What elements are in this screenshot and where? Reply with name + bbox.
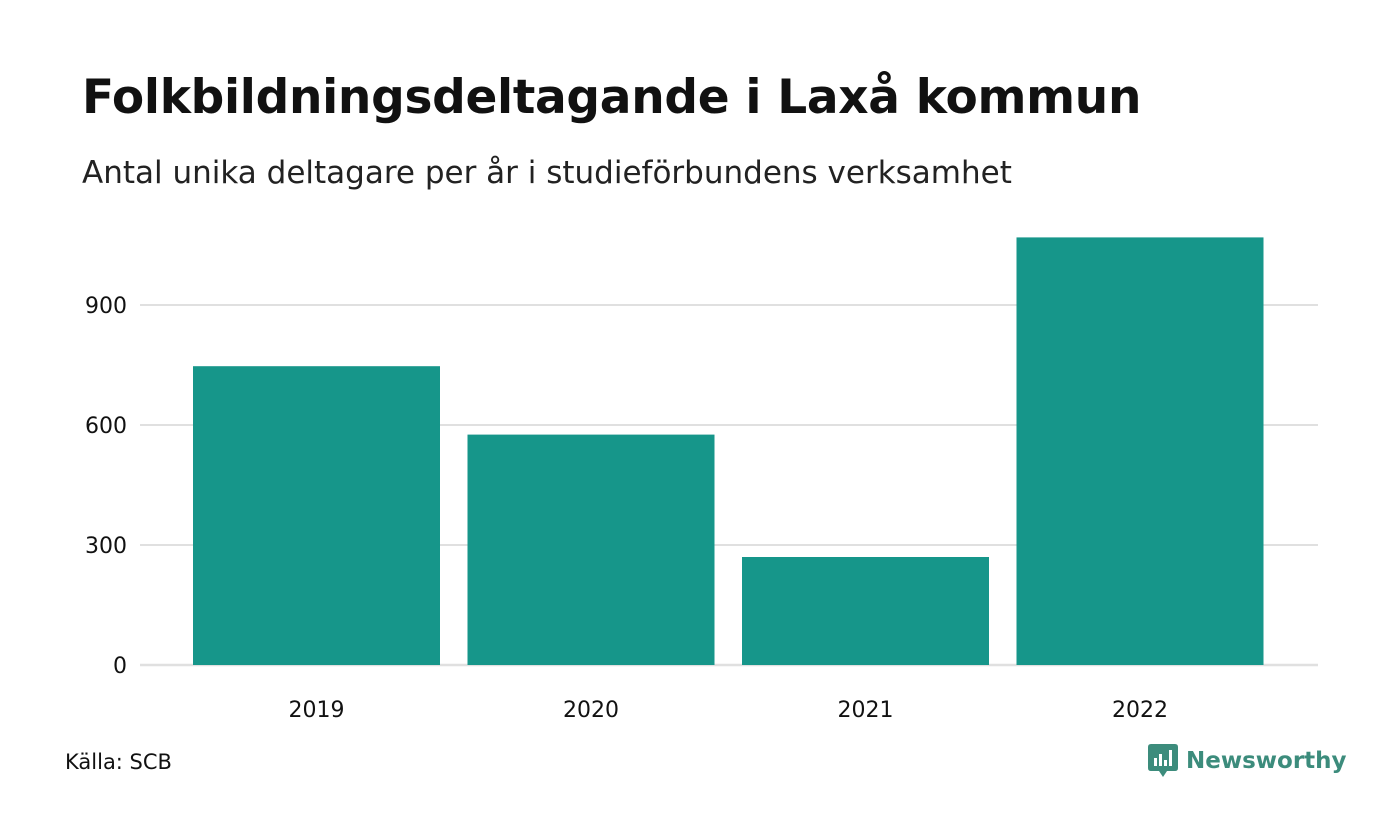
bar-2021: [742, 557, 989, 665]
y-tick-label: 300: [85, 534, 127, 559]
y-tick-label: 900: [85, 294, 127, 319]
bar-2020: [467, 434, 715, 665]
brand-logo: Newsworthy: [1148, 744, 1347, 778]
source-label: Källa: SCB: [65, 750, 172, 774]
bar-2019: [193, 366, 440, 665]
newsworthy-icon: [1148, 744, 1178, 777]
chart-subtitle: Antal unika deltagare per år i studieför…: [82, 155, 1012, 191]
x-tick-label: 2019: [289, 698, 345, 723]
y-tick-label: 600: [85, 414, 127, 439]
bar-2022: [1016, 237, 1264, 665]
chart-title: Folkbildningsdeltagande i Laxå kommun: [82, 70, 1142, 125]
brand-name: Newsworthy: [1186, 748, 1347, 774]
x-tick-label: 2020: [563, 698, 619, 723]
y-tick-label: 0: [113, 654, 127, 679]
x-tick-label: 2021: [838, 698, 894, 723]
x-tick-label: 2022: [1112, 698, 1168, 723]
